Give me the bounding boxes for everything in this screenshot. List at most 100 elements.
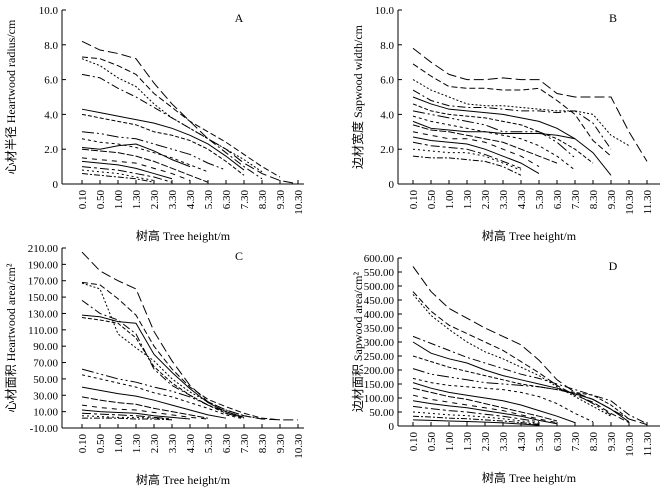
series-line-11: [81, 157, 191, 181]
y-tick-label: 50.00: [369, 407, 394, 419]
y-tick-label: 450.00: [364, 295, 395, 307]
series-line-1: [81, 40, 299, 185]
x-tick-label: 5.30: [534, 432, 546, 452]
x-tick-label: 2.30: [480, 432, 492, 452]
y-axis-title: 边材宽度 Sapwood width/cm: [350, 24, 365, 169]
x-tick-label: 0.50: [426, 432, 438, 452]
series-line-10: [412, 124, 558, 164]
y-tick-label: 10.0: [39, 5, 59, 17]
x-tick-label: 0.10: [77, 190, 89, 210]
x-tick-label: 4.30: [185, 434, 197, 454]
y-tick-label: 130.00: [28, 308, 59, 320]
series-line-11: [412, 394, 558, 424]
series-line-7: [412, 110, 576, 159]
y-tick-label: 500.00: [364, 281, 395, 293]
series-line-5: [412, 96, 612, 176]
x-tick-label: 6.30: [221, 434, 233, 454]
series-line-7: [81, 368, 245, 419]
series-line-14: [412, 411, 540, 424]
y-tick-label: 210.00: [28, 243, 59, 255]
y-tick-label: 4.0: [380, 109, 394, 121]
x-tick-label: 8.30: [588, 432, 600, 452]
x-tick-label: 0.10: [77, 434, 89, 454]
y-tick-label: 400.00: [364, 309, 395, 321]
x-tick-label: 8.30: [257, 190, 269, 210]
x-tick-label: 3.30: [498, 432, 510, 452]
series-line-13: [412, 405, 540, 423]
y-tick-label: 100.00: [364, 393, 395, 405]
series-line-5: [81, 108, 245, 171]
y-tick-label: 70.00: [33, 358, 58, 370]
series-line-10: [81, 396, 209, 419]
series-line-12: [81, 160, 173, 180]
y-tick-label: 8.0: [44, 40, 58, 52]
series-line-1: [81, 251, 298, 421]
panel-b: 0 2.0 4.0 6.0 8.0 10.0 0.10 0.50 1.00 1.30 2.30 3.3…: [350, 5, 660, 243]
x-tick-label: 10.30: [293, 434, 305, 459]
y-tick-label: 150.00: [364, 379, 395, 391]
series-line-13: [81, 166, 173, 183]
y-tick-label: -10.00: [30, 423, 59, 435]
series-line-4: [412, 335, 648, 425]
series-line-8: [81, 374, 245, 420]
panel-c: -10.00 10.00 30.00 50.00 70.00 90.00 110.00 130…: [4, 243, 305, 487]
series-line-15: [412, 155, 522, 176]
y-tick-label: 50.00: [33, 374, 58, 386]
panel-label: A: [235, 11, 244, 25]
series-line-15: [82, 417, 173, 421]
panel-label: B: [609, 11, 617, 25]
series-line-11: [81, 404, 209, 420]
x-tick-label: 4.30: [185, 190, 197, 210]
series-line-8: [81, 138, 209, 173]
y-tick-label: 0: [389, 179, 395, 191]
x-tick-label: 0.10: [408, 190, 420, 210]
y-tick-label: 2.0: [44, 144, 58, 156]
y-tick-label: 6.0: [44, 75, 58, 87]
series-line-3: [81, 282, 263, 420]
x-tick-label: 3.30: [167, 434, 179, 454]
series-line-14: [412, 148, 522, 171]
y-axis-title: 边材面积 Sapwood area/cm²: [351, 271, 365, 412]
y-tick-label: 250.00: [364, 351, 395, 363]
x-tick-label: 0.50: [426, 190, 438, 210]
series-line-10: [81, 148, 209, 183]
series-line-9: [412, 382, 576, 424]
series-line-14: [81, 169, 155, 182]
series-line-14: [81, 415, 173, 420]
x-tick-label: 2.30: [480, 190, 492, 210]
x-tick-label: 1.00: [113, 190, 125, 210]
series-line-2: [412, 291, 630, 424]
y-tick-label: 30.00: [33, 390, 58, 402]
x-tick-label: 8.30: [588, 190, 600, 210]
series-line-6: [412, 103, 594, 164]
x-tick-label: 4.30: [516, 432, 528, 452]
x-tick-label: 9.30: [275, 190, 287, 210]
x-axis-title: 树高 Tree height/m: [482, 228, 577, 243]
panel-label: C: [235, 249, 243, 263]
y-axis-title: 心材面积 Heartwood area/cm²: [4, 263, 18, 412]
x-tick-label: 1.30: [462, 432, 474, 452]
x-tick-label: 0.50: [95, 190, 107, 210]
y-tick-label: 90.00: [33, 341, 58, 353]
y-tick-label: 110.00: [28, 325, 58, 337]
panel-a: 0 2.0 4.0 6.0 8.0 10.0 0.10 0.50 1.00 1.30 2.30 3.3…: [4, 5, 305, 243]
x-tick-label: 5.30: [203, 190, 215, 210]
x-tick-label: 7.30: [570, 432, 582, 452]
series-line-6: [412, 355, 630, 420]
y-tick-label: 200.00: [364, 365, 395, 377]
x-tick-label: 7.30: [570, 190, 582, 210]
y-axis-title: 心材半径 Heartwood radius/cm: [4, 19, 18, 174]
x-tick-label: 7.30: [239, 434, 251, 454]
x-axis-title: 树高 Tree height/m: [136, 472, 231, 487]
y-tick-label: 8.0: [380, 40, 394, 52]
series-line-11: [412, 131, 540, 168]
x-tick-label: 7.30: [239, 190, 251, 210]
series-line-7: [412, 368, 612, 416]
x-tick-label: 9.30: [275, 434, 287, 454]
y-tick-label: 150.00: [28, 292, 59, 304]
x-tick-label: 11.30: [642, 432, 654, 457]
series-line-4: [81, 73, 263, 180]
x-tick-label: 5.30: [534, 190, 546, 210]
x-axis-title: 树高 Tree height/m: [482, 470, 577, 485]
